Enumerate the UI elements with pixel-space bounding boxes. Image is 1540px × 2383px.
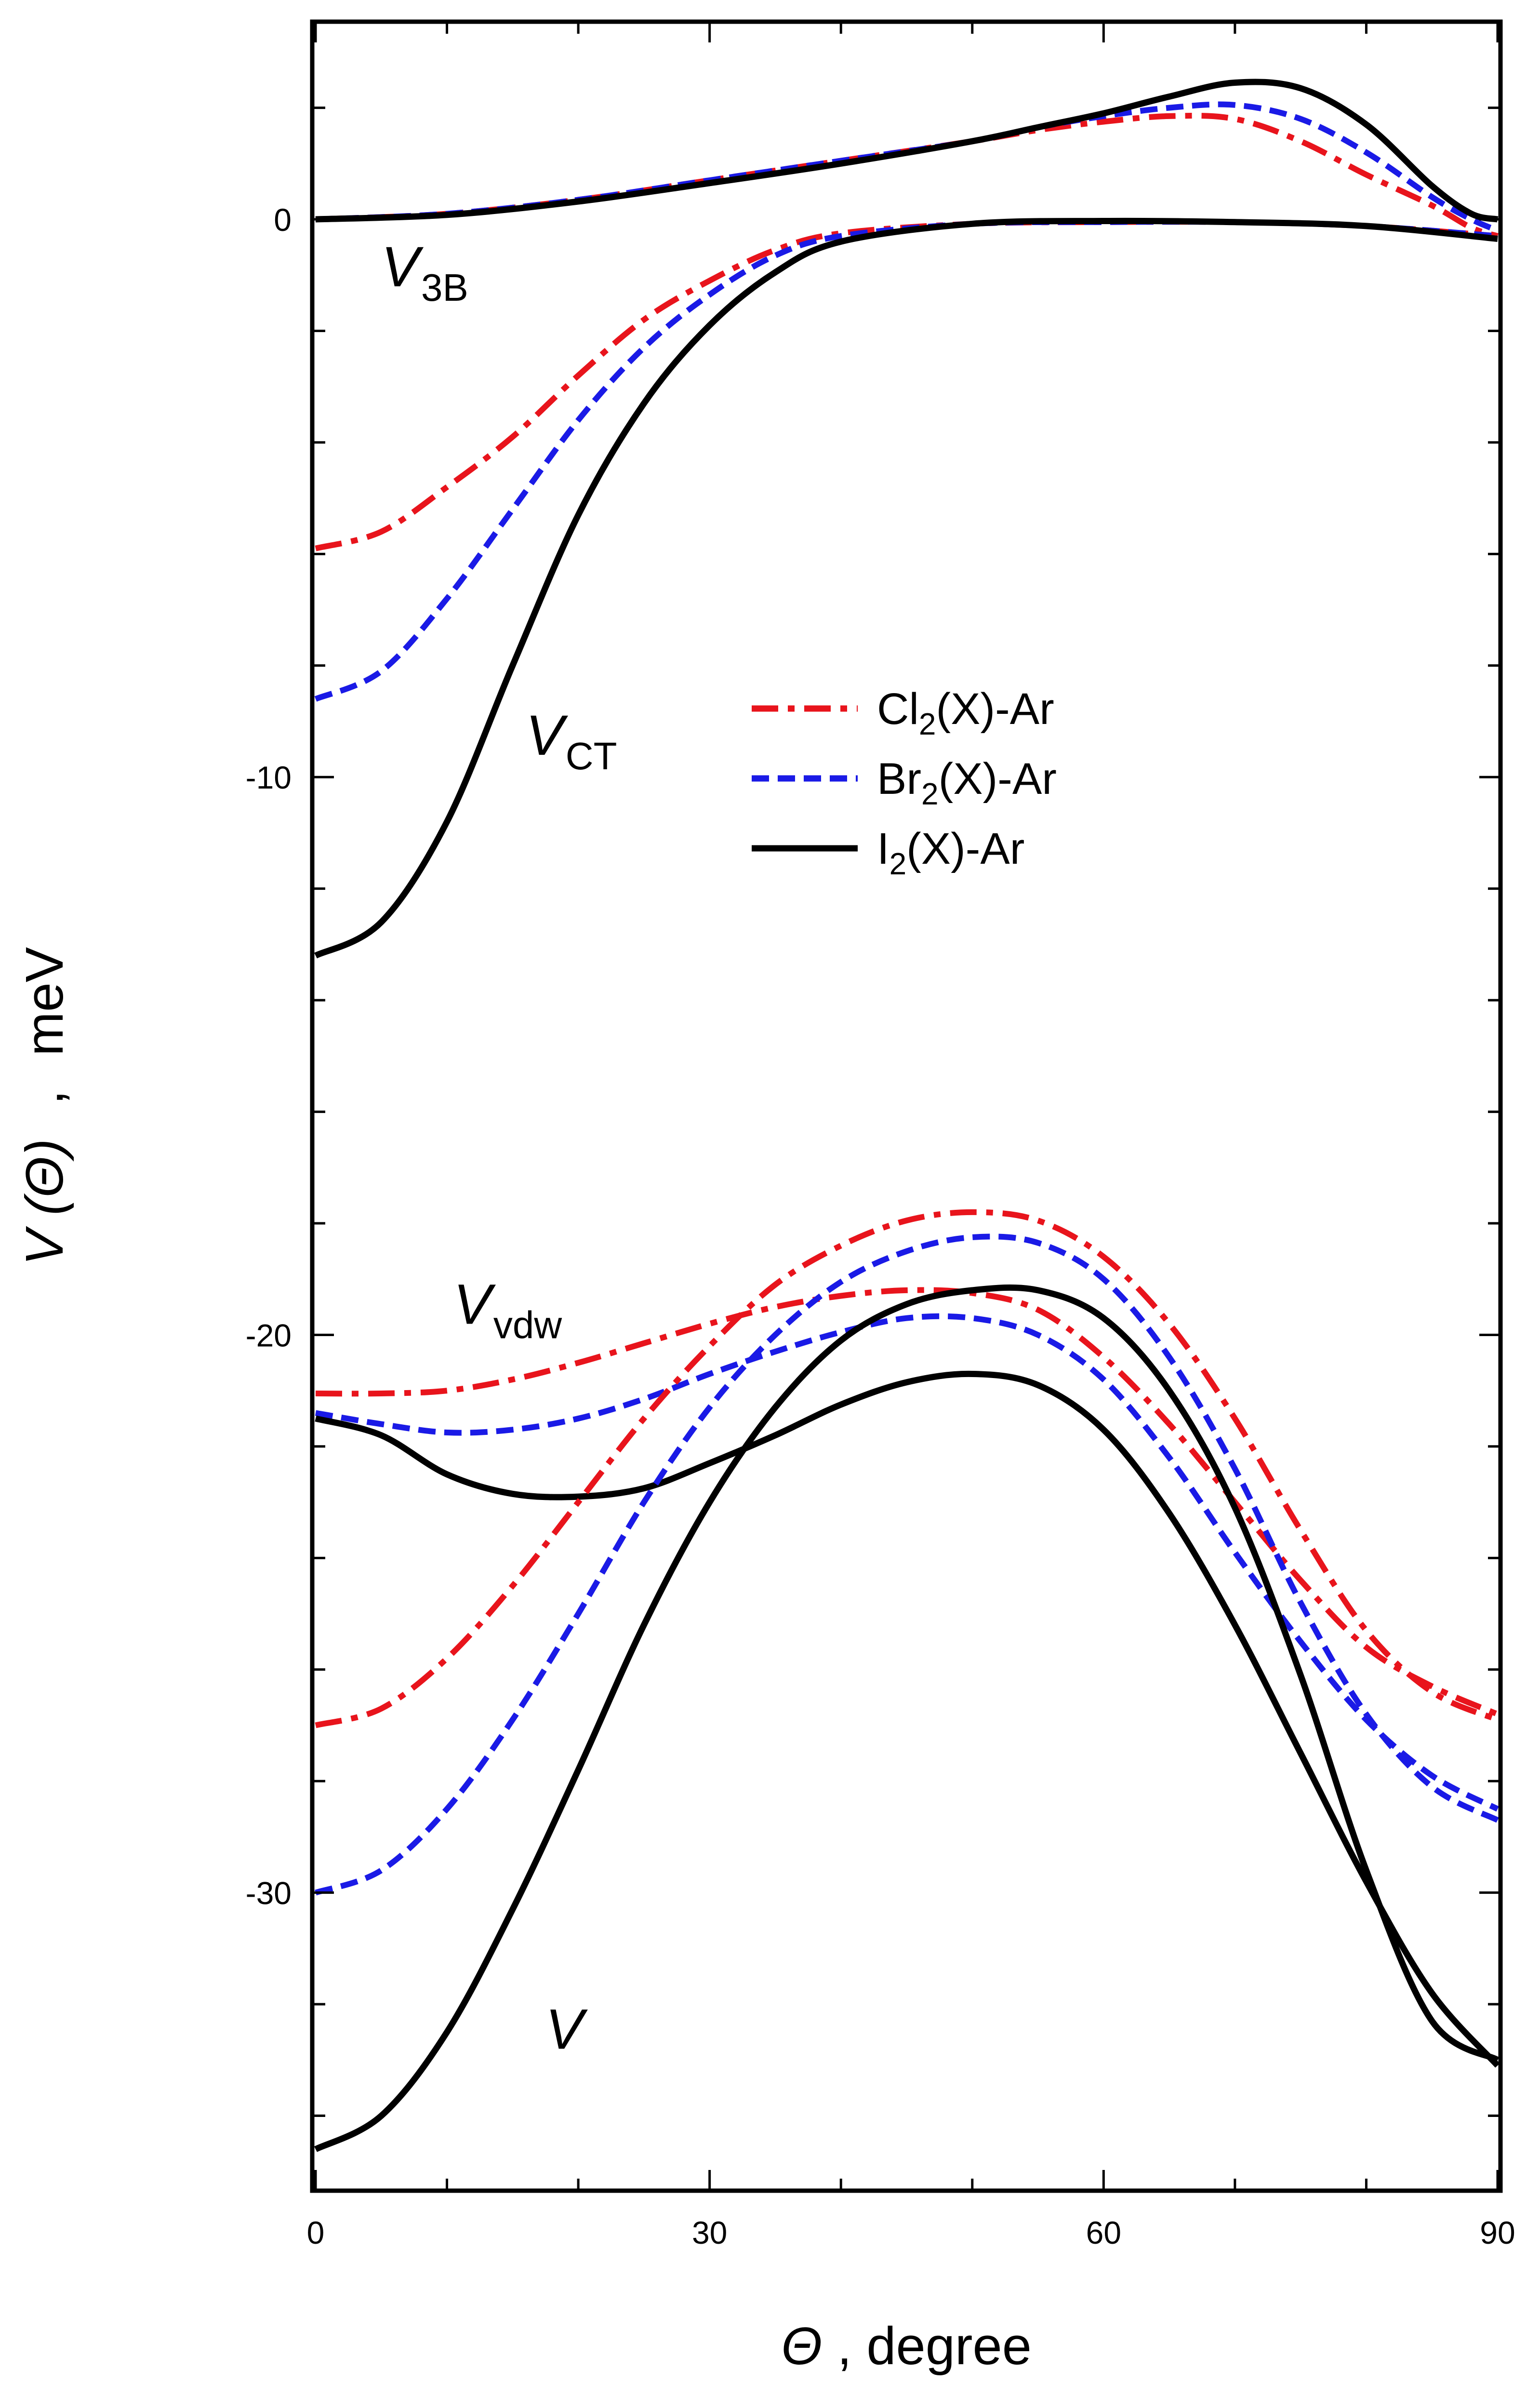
y-tick-label: -10 (246, 760, 292, 795)
curve-label-total: V (545, 1998, 588, 2062)
legend-entry-state: (X)-Ar (939, 754, 1057, 803)
y-tick-label: -20 (246, 1317, 292, 1353)
curve-label-main: V (526, 704, 568, 767)
y-axis-title: V (Θ) , meV (15, 947, 74, 1266)
series-line-br2-x-ar-v (315, 1233, 1499, 1896)
axis-ticks (314, 22, 1500, 2190)
y-axis-unit: meV (15, 947, 74, 1056)
y-axis-main: V (Θ) (15, 1139, 74, 1266)
plot-curves (314, 79, 1500, 2152)
x-axis-text: , degree (837, 2316, 1032, 2376)
series-line-br2-x-ar-vvdw (315, 1313, 1499, 1812)
x-axis-symbol: Θ (781, 2316, 823, 2376)
legend-entry-state: (X)-Ar (906, 824, 1024, 873)
x-axis-title: Θ , degree (781, 2316, 1032, 2376)
legend-entry: Br2(X)-Ar (877, 754, 1057, 811)
series-line-i2-x-ar-v3b (315, 79, 1499, 223)
series-line-cl2-x-ar-v (315, 1209, 1499, 1728)
legend-entry-sub: 2 (919, 707, 936, 741)
curve-label-ct: VCT (526, 704, 617, 777)
y-axis-sep: , (15, 1090, 74, 1105)
x-tick-label: 30 (692, 2215, 727, 2250)
curve-label-sub: vdw (493, 1303, 562, 1346)
series-line-i2-x-ar-v (314, 1284, 1500, 2152)
series-line-cl2-x-ar-vvdw (315, 1287, 1499, 1717)
axis-tick-labels: 0 30 60 90 0 -10 -20 -30 (246, 202, 1515, 2250)
curve-label-vdw: Vvdw (453, 1272, 562, 1346)
legend-entry-sub: 2 (889, 846, 907, 881)
curve-label-sub: 3B (421, 266, 468, 309)
legend-entry-element: I (877, 824, 889, 873)
legend-entry-sub: 2 (921, 776, 939, 811)
legend-entry-state: (X)-Ar (936, 684, 1054, 734)
curve-label-3b: V3B (381, 235, 468, 309)
x-tick-label: 0 (307, 2215, 325, 2250)
series-line-i2-x-ar-vvdw (315, 1370, 1500, 2068)
series-line-br2-x-ar-vct (314, 219, 1498, 702)
series-line-cl2-x-ar-vct (315, 219, 1498, 551)
curve-label-sub: CT (566, 735, 617, 777)
series-line-i2-x-ar-vct (314, 217, 1498, 959)
series-line-cl2-x-ar-v3b (315, 113, 1499, 239)
y-tick-label: -30 (246, 1875, 292, 1911)
curve-label-main: V (545, 1998, 588, 2062)
x-tick-label: 60 (1086, 2215, 1121, 2250)
curve-label-main: V (453, 1272, 496, 1336)
plot-frame (310, 19, 1503, 2193)
legend-entry-element: Br (877, 754, 921, 803)
legend-entry-element: Cl (877, 684, 919, 734)
legend-entry: I2(X)-Ar (877, 824, 1024, 881)
x-tick-label: 90 (1480, 2215, 1515, 2250)
legend-entry: Cl2(X)-Ar (877, 684, 1054, 741)
y-tick-label: 0 (274, 202, 292, 238)
curve-label-main: V (381, 235, 424, 299)
